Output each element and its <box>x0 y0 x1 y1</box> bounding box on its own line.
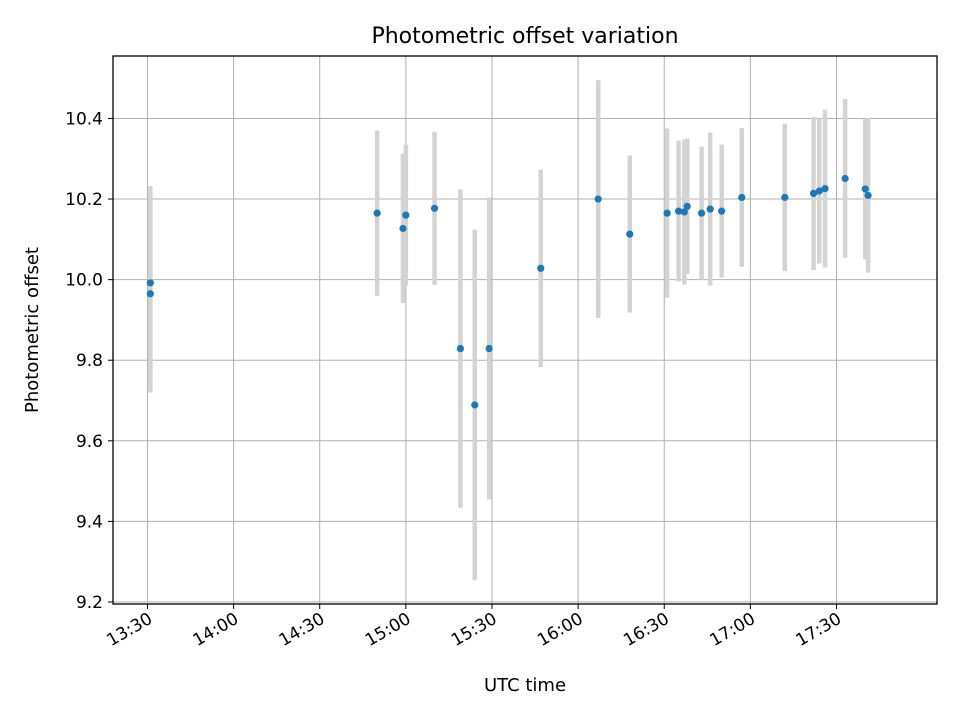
grid <box>113 56 937 604</box>
data-point <box>683 202 691 210</box>
data-point <box>146 279 154 287</box>
y-tick-label: 10.4 <box>65 109 103 129</box>
data-point <box>841 174 849 183</box>
data-point <box>663 209 671 217</box>
y-tick-label: 10.0 <box>65 271 103 291</box>
plot-frame <box>112 55 938 605</box>
y-axis: 9.2 9.4 9.6 9.8 10.0 10.2 10.4 <box>65 109 113 613</box>
data-point <box>680 208 688 216</box>
data-point <box>809 189 818 198</box>
data-point <box>594 195 602 203</box>
data-point <box>697 209 706 217</box>
data-point <box>675 207 683 215</box>
data-point <box>373 209 381 217</box>
y-tick-label: 9.6 <box>76 432 103 452</box>
data-point <box>821 184 829 193</box>
data-point <box>706 205 714 213</box>
data-point <box>815 187 823 195</box>
y-tick-label: 9.2 <box>76 593 103 613</box>
y-tick-label: 9.8 <box>76 351 103 371</box>
data-points <box>146 174 872 409</box>
data-point <box>146 290 154 298</box>
data-point <box>861 185 869 193</box>
data-point <box>626 230 634 238</box>
y-tick-label: 10.2 <box>65 190 103 210</box>
data-point <box>399 224 407 233</box>
data-point <box>402 211 410 219</box>
chart-title: Photometric offset variation <box>371 24 678 49</box>
data-point <box>864 191 872 200</box>
x-axis-title: UTC time <box>484 675 566 696</box>
data-point <box>738 193 746 202</box>
y-tick-label: 9.4 <box>76 512 103 532</box>
data-point <box>471 401 479 409</box>
data-point <box>718 207 726 215</box>
data-point <box>781 193 789 202</box>
data-point <box>430 204 439 212</box>
y-axis-title: Photometric offset <box>22 247 43 413</box>
data-point <box>485 344 493 353</box>
data-point <box>537 264 545 272</box>
data-point <box>456 344 465 353</box>
